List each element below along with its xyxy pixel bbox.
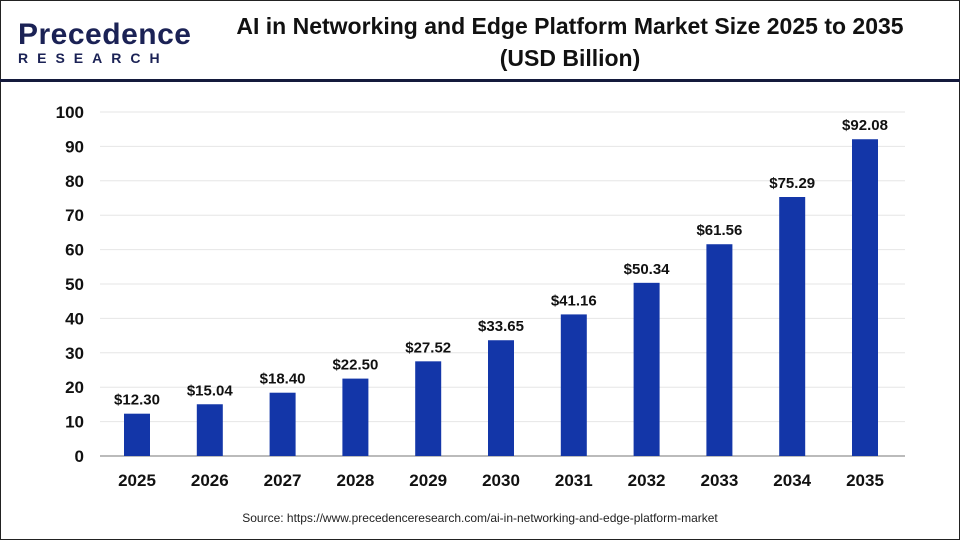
x-tick-label: 2035 — [846, 471, 884, 490]
data-label: $50.34 — [624, 261, 671, 278]
x-tick-label: 2031 — [555, 471, 593, 490]
bar-2031 — [560, 314, 587, 456]
y-tick-label: 80 — [65, 172, 84, 191]
x-tick-label: 2029 — [409, 471, 447, 490]
data-label: $22.50 — [332, 357, 378, 374]
data-label: $18.40 — [260, 371, 306, 388]
data-label: $33.65 — [478, 318, 524, 335]
y-tick-label: 100 — [56, 103, 84, 122]
precedence-research-logo: Precedence RESEARCH — [18, 18, 192, 67]
chart-title: AI in Networking and Edge Platform Marke… — [180, 10, 960, 74]
header-divider — [0, 79, 960, 82]
bar-2026 — [196, 404, 223, 456]
x-tick-label: 2025 — [118, 471, 156, 490]
x-tick-label: 2026 — [191, 471, 229, 490]
x-tick-label: 2033 — [700, 471, 738, 490]
data-label: $75.29 — [769, 175, 815, 192]
data-label: $12.30 — [114, 392, 160, 409]
x-tick-label: 2028 — [336, 471, 374, 490]
x-tick-label: 2034 — [773, 471, 811, 490]
x-tick-label: 2027 — [264, 471, 302, 490]
title-line-1: AI in Networking and Edge Platform Marke… — [236, 13, 904, 39]
bar-2028 — [342, 378, 369, 456]
source-note: Source: https://www.precedenceresearch.c… — [242, 511, 718, 525]
data-label: $41.16 — [551, 292, 597, 309]
y-tick-label: 30 — [65, 344, 84, 363]
data-label: $92.08 — [842, 117, 888, 134]
x-tick-label: 2030 — [482, 471, 520, 490]
bar-2034 — [779, 197, 806, 457]
bar-2029 — [415, 361, 442, 456]
y-tick-label: 40 — [65, 309, 84, 328]
data-label: $27.52 — [405, 339, 451, 356]
logo-subtext: RESEARCH — [18, 50, 169, 66]
y-tick-label: 60 — [65, 241, 84, 260]
y-tick-label: 50 — [65, 275, 84, 294]
data-label: $61.56 — [696, 222, 742, 239]
title-line-2: (USD Billion) — [499, 45, 641, 71]
y-tick-label: 20 — [65, 378, 84, 397]
y-tick-label: 0 — [75, 447, 84, 466]
bar-2025 — [124, 413, 150, 456]
bar-2032 — [633, 282, 660, 456]
logo-wordmark: Precedence — [18, 18, 192, 51]
data-label: $15.04 — [187, 382, 234, 399]
y-tick-label: 10 — [65, 413, 84, 432]
x-tick-label: 2032 — [628, 471, 666, 490]
bar-2033 — [706, 244, 733, 456]
y-tick-label: 90 — [65, 137, 84, 156]
y-tick-label: 70 — [65, 206, 84, 225]
bar-2027 — [269, 392, 296, 456]
bar-2030 — [488, 340, 514, 456]
bar-2035 — [852, 139, 878, 456]
